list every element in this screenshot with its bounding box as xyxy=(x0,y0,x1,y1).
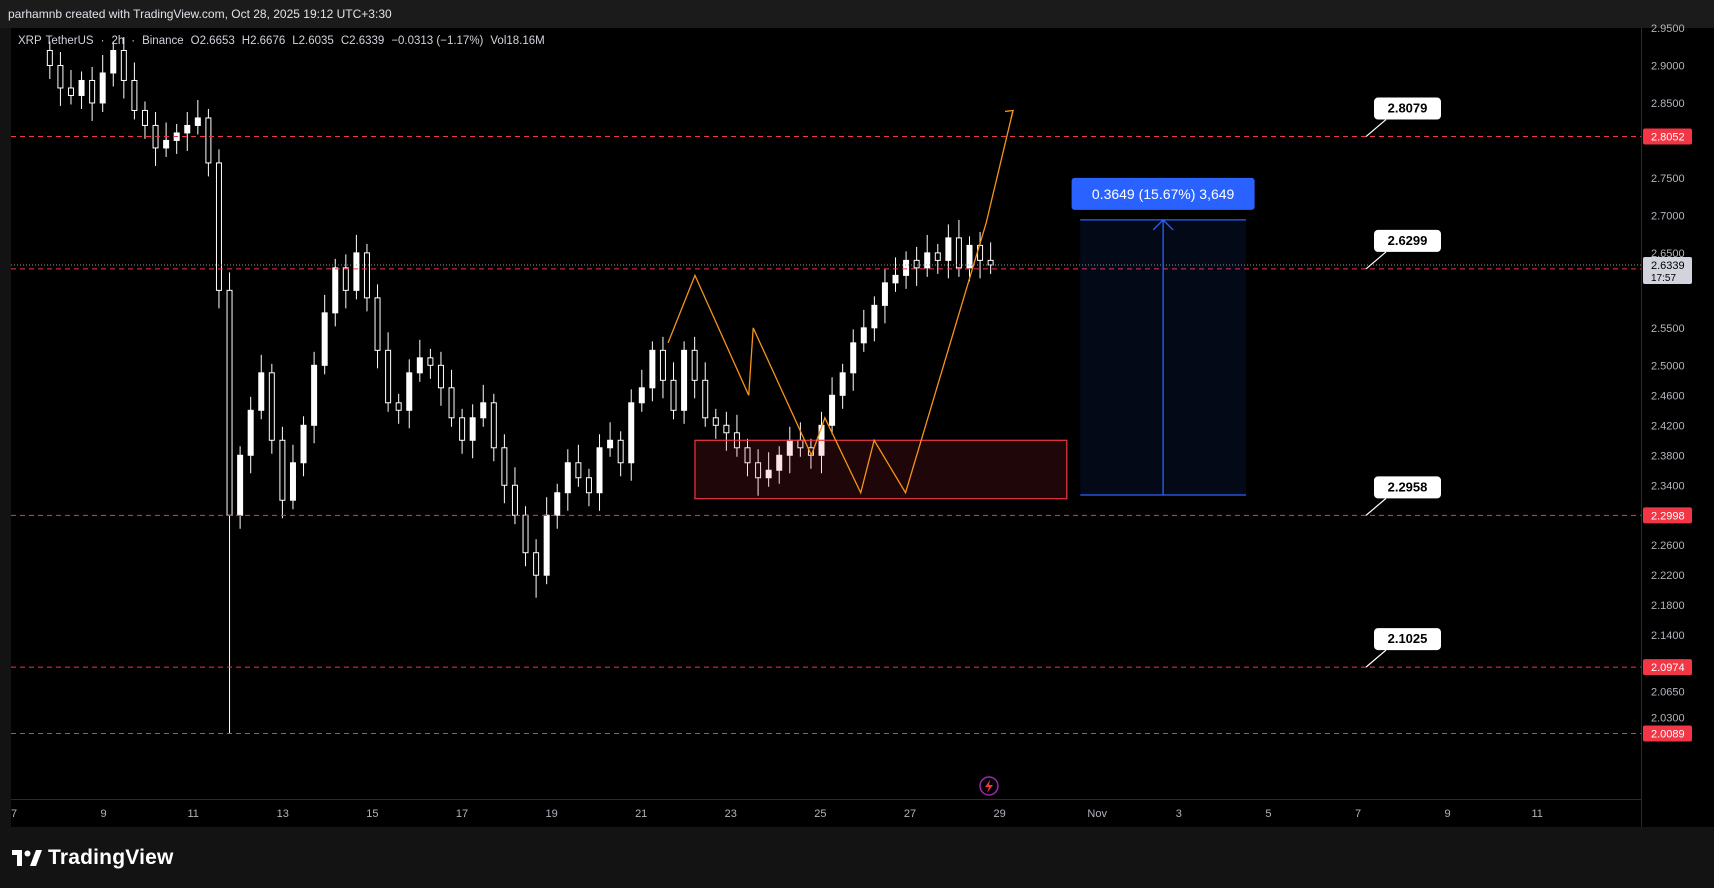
high-value: H2.6676 xyxy=(241,35,286,47)
tradingview-logo-icon xyxy=(12,850,42,866)
symbol-info: XRP TetherUS · 2h · Binance O2.6653 H2.6676 L2.6… xyxy=(18,35,545,47)
volume-value: Vol18.16M xyxy=(490,35,545,47)
pair-name: TetherUS xyxy=(45,35,94,47)
price-axis[interactable] xyxy=(1641,28,1714,827)
open-value: O2.6653 xyxy=(190,35,235,47)
low-value: L2.6035 xyxy=(292,35,334,47)
change-value: −0.0313 (−1.17%) xyxy=(391,35,484,47)
time-axis[interactable] xyxy=(11,799,1641,828)
close-value: C2.6339 xyxy=(340,35,385,47)
footer-bar xyxy=(0,827,1714,888)
symbol-name: XRP xyxy=(18,35,42,47)
exchange: Binance xyxy=(142,35,184,47)
interval: 2h xyxy=(111,35,125,47)
attribution-text: parhamnb created with TradingView.com, O… xyxy=(8,7,392,21)
chart-pane[interactable] xyxy=(11,28,1641,799)
tradingview-logo[interactable]: TradingView xyxy=(12,846,174,870)
attribution-bar: parhamnb created with TradingView.com, O… xyxy=(0,0,1714,28)
brand-name: TradingView xyxy=(48,846,174,869)
